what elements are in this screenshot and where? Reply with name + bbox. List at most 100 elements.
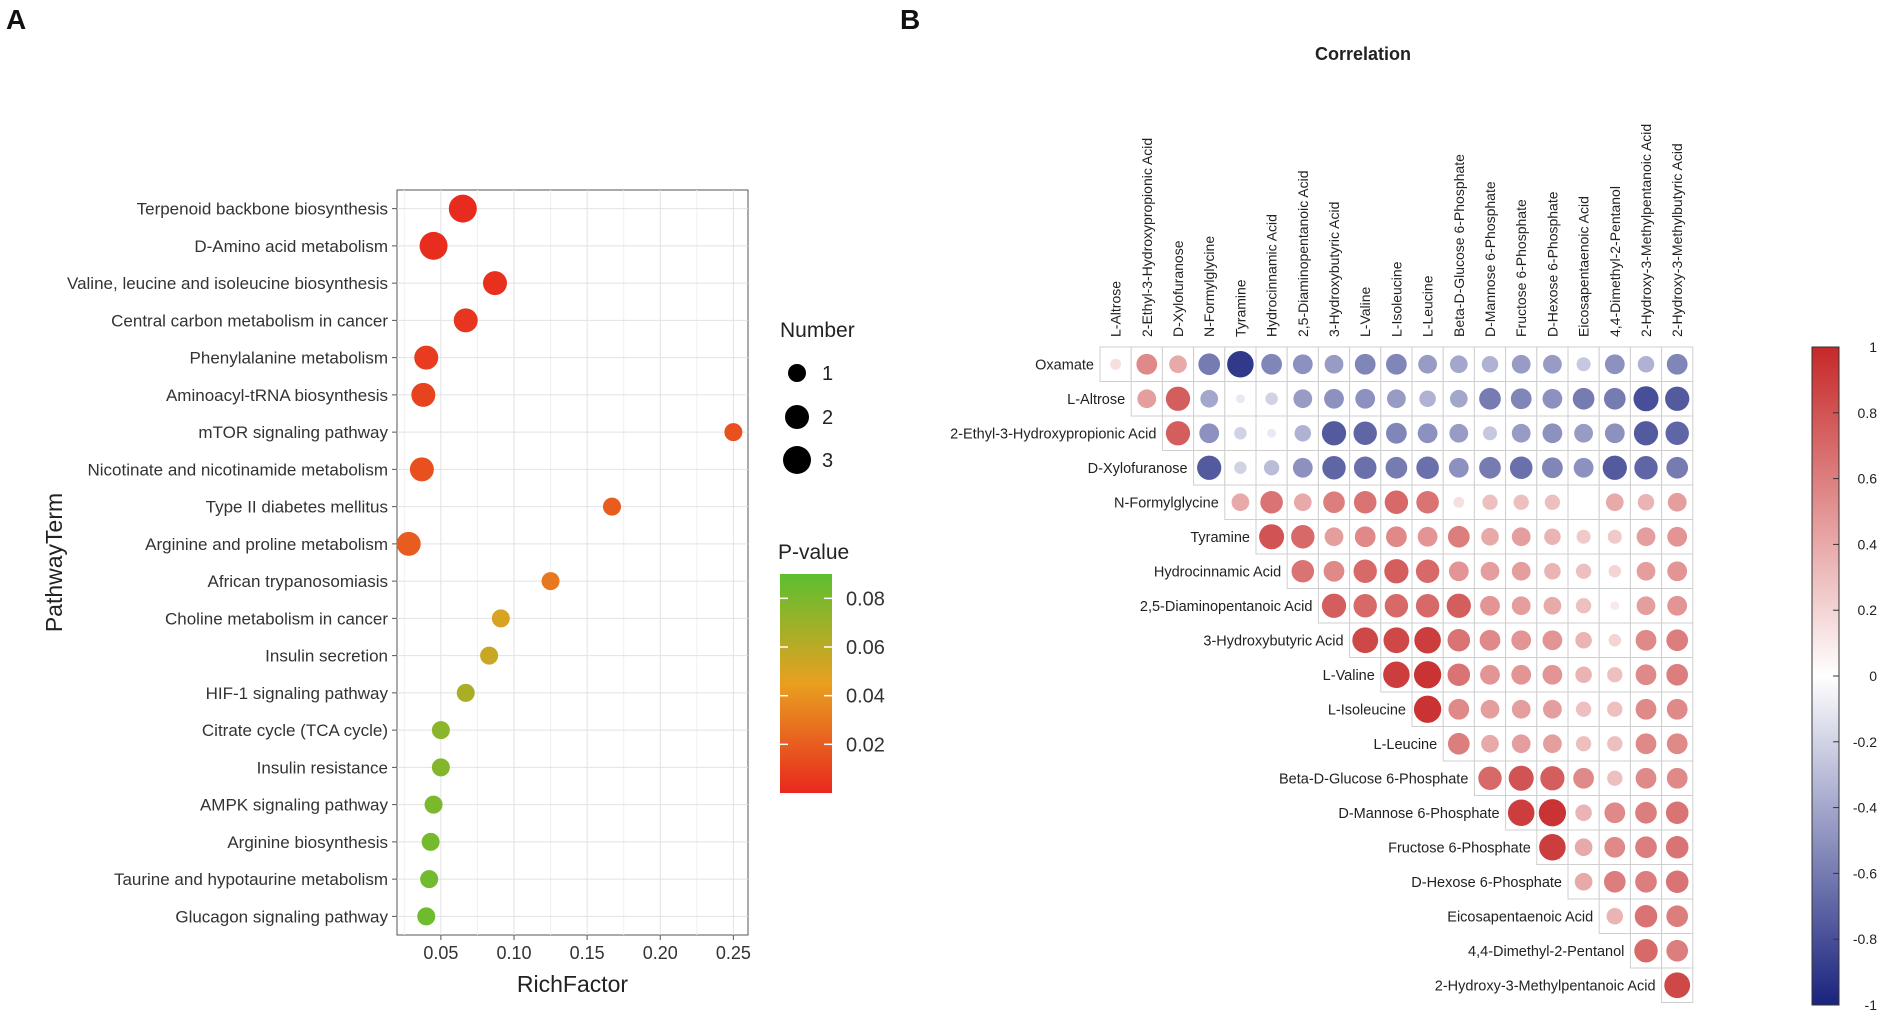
column-label: L-Valine (1357, 286, 1373, 337)
corr-circle (1665, 870, 1689, 894)
panel-b: B Correlation L-Altrose 2-Ethyl-3-Hydroxyp… (895, 0, 1901, 1014)
corr-circle (1602, 455, 1627, 480)
corr-circle (1575, 631, 1592, 649)
bubble-point (453, 308, 478, 333)
corr-circle (1481, 355, 1499, 373)
corr-circle (1544, 494, 1561, 510)
row-label: 2-Hydroxy-3-Methylpentanoic Acid (1435, 978, 1656, 994)
column-label: L-Altrose (1108, 281, 1124, 337)
correlation-chart: Correlation L-Altrose 2-Ethyl-3-Hydroxypro… (950, 44, 1878, 1013)
column-label: 2-Hydroxy-3-Methylbutyric Acid (1669, 143, 1685, 337)
corr-circle (1633, 386, 1659, 412)
colorbar-tick-label: 0.06 (846, 637, 885, 659)
corr-circle (1386, 353, 1407, 375)
legend-size-swatch (783, 446, 811, 474)
panel-b-label: B (900, 4, 921, 35)
corr-circle (1573, 767, 1594, 789)
corr-circle (1634, 904, 1658, 928)
corr-circle (1260, 490, 1283, 514)
corr-circle (1200, 389, 1219, 408)
legend-size-title: Number (780, 319, 855, 342)
corr-circle (1413, 695, 1442, 723)
corr-circle (1416, 456, 1439, 480)
corr-circle (1507, 799, 1535, 827)
corr-circle (1543, 354, 1562, 374)
corr-circle (1538, 799, 1567, 827)
corr-circle (1353, 594, 1377, 618)
bubble-point (456, 683, 475, 702)
pathway-label: Glucagon signaling pathway (175, 907, 388, 926)
pathway-label: African trypanosomiasis (208, 572, 388, 591)
corr-circle (1321, 593, 1347, 618)
bubble-point (431, 758, 450, 777)
pathway-label: Valine, leucine and isoleucine biosynthe… (67, 274, 388, 293)
y-axis-title: PathwayTerm (41, 493, 67, 632)
corr-circle (1234, 461, 1247, 475)
corr-circle (1511, 527, 1531, 547)
corr-circle (1607, 736, 1623, 752)
corr-circle (1414, 626, 1441, 654)
corr-circle (1387, 389, 1406, 409)
pathway-label: Taurine and hypotaurine metabolism (114, 870, 388, 889)
corr-circle (1481, 527, 1499, 546)
column-label: Eicosapentaenoic Acid (1576, 196, 1592, 337)
bubble-point (482, 271, 507, 296)
corr-circle (1511, 630, 1532, 651)
corr-circle (1635, 870, 1657, 893)
row-label: D-Hexose 6-Phosphate (1411, 875, 1562, 891)
corr-circle (1231, 493, 1250, 512)
corr-circle (1263, 460, 1280, 476)
corr-circle (1384, 594, 1409, 618)
row-label: L-Valine (1323, 668, 1375, 684)
correlation-title: Correlation (1315, 44, 1411, 64)
corr-circle (1637, 493, 1655, 511)
colorbar-tick-label: -0.2 (1853, 734, 1877, 750)
corr-circle (1509, 456, 1533, 480)
corr-circle (1603, 870, 1626, 893)
corr-circle (1605, 493, 1624, 512)
corr-circle (1165, 421, 1191, 446)
corr-circle (1607, 667, 1623, 683)
corr-circle (1291, 525, 1315, 549)
corr-circle (1267, 428, 1277, 438)
corr-circle (1635, 664, 1657, 686)
corr-circle (1604, 354, 1625, 375)
corr-circle (1574, 423, 1593, 443)
corr-circle (1352, 627, 1379, 654)
corr-circle (1418, 354, 1437, 374)
corr-circle (1607, 701, 1623, 717)
row-label: Fructose 6-Phosphate (1388, 840, 1531, 856)
corr-circle (1480, 664, 1500, 685)
corr-circle (1479, 456, 1501, 479)
corr-circle (1636, 561, 1656, 581)
corr-circle (1511, 699, 1531, 719)
corr-circle (1574, 838, 1593, 857)
corr-circle (1453, 496, 1465, 508)
corr-circle (1666, 767, 1688, 789)
pathway-label: Aminoacyl-tRNA biosynthesis (166, 386, 388, 405)
colorbar-tick-label: -1 (1865, 997, 1878, 1013)
pathway-label: Phenylalanine metabolism (190, 349, 388, 368)
corr-circle (1542, 388, 1563, 409)
pathway-label: Central carbon metabolism in cancer (111, 311, 388, 330)
corr-circle (1635, 733, 1657, 755)
corr-circle (1417, 526, 1438, 547)
column-label: Tyramine (1232, 279, 1248, 337)
corr-circle (1449, 355, 1468, 374)
corr-circle (1635, 767, 1657, 789)
column-label: D-Mannose 6-Phosphate (1482, 181, 1498, 337)
colorbar-tick-label: 0.2 (1858, 602, 1878, 618)
corr-circle (1511, 561, 1531, 581)
corr-circle (1511, 423, 1531, 443)
colorbar-tick-label: 0.4 (1858, 536, 1878, 552)
pathway-label: D-Amino acid metabolism (194, 237, 388, 256)
row-label: L-Isoleucine (1328, 702, 1406, 718)
colorbar-tick-label: 0.02 (846, 734, 885, 756)
row-label: Beta-D-Glucose 6-Phosphate (1279, 771, 1468, 787)
x-tick-label: 0.10 (496, 943, 531, 963)
corr-circle (1415, 559, 1440, 583)
corr-circle (1355, 388, 1376, 409)
corr-circle (1576, 529, 1591, 544)
corr-circle (1353, 456, 1377, 480)
column-label: 3-Hydroxybutyric Acid (1326, 202, 1342, 337)
